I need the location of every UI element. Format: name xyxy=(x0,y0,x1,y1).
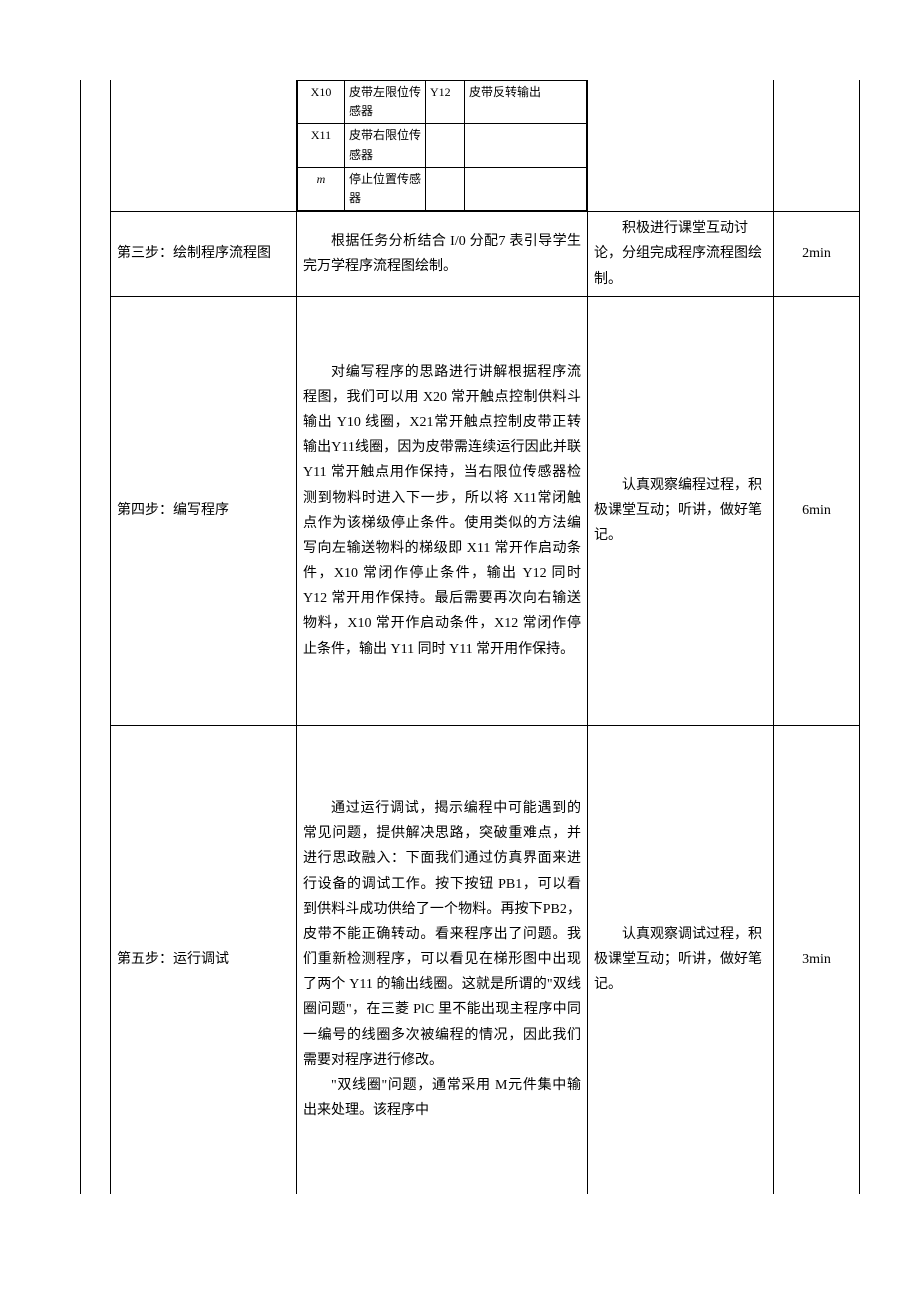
left-stub-cell xyxy=(81,212,111,297)
inner-desc-cell: 皮带左限位传感器 xyxy=(345,81,426,124)
step4-notes-cell: 认真观察编程过程，积极课堂互动；听讲，做好笔记。 xyxy=(588,296,774,725)
step4-title-cell: 第四步：编写程序 xyxy=(111,296,297,725)
inner-code2-cell: Y12 xyxy=(426,81,465,124)
left-stub-cell xyxy=(81,80,111,212)
step-cell-empty xyxy=(111,80,297,212)
inner-desc-cell: 皮带右限位传感器 xyxy=(345,124,426,167)
inner-row-2: m 停止位置传感器 xyxy=(298,167,587,210)
table-row: 第四步：编写程序 对编写程序的思路进行讲解根据程序流程图，我们可以用 X20 常… xyxy=(81,296,860,725)
step3-content-text: 根据任务分析结合 I/0 分配7 表引导学生完万学程序流程图绘制。 xyxy=(303,229,581,279)
time-cell-empty xyxy=(774,80,860,212)
inner-desc2-cell xyxy=(465,124,587,167)
inner-code2-cell xyxy=(426,167,465,210)
step4-time-cell: 6min xyxy=(774,296,860,725)
inner-desc2-cell: 皮带反转输出 xyxy=(465,81,587,124)
step3-notes-cell: 积极进行课堂互动讨论，分组完成程序流程图绘制。 xyxy=(588,212,774,297)
left-stub-cell xyxy=(81,296,111,725)
left-stub-cell xyxy=(81,725,111,1194)
step3-time-cell: 2min xyxy=(774,212,860,297)
step5-time-cell: 3min xyxy=(774,725,860,1194)
inner-desc2-cell xyxy=(465,167,587,210)
inner-code-cell: m xyxy=(298,167,345,210)
step5-notes-cell: 认真观察调试过程，积极课堂互动；听讲，做好笔记。 xyxy=(588,725,774,1194)
step4-content-cell: 对编写程序的思路进行讲解根据程序流程图，我们可以用 X20 常开触点控制供料斗输… xyxy=(297,296,588,725)
inner-code2-cell xyxy=(426,124,465,167)
step3-content-cell: 根据任务分析结合 I/0 分配7 表引导学生完万学程序流程图绘制。 xyxy=(297,212,588,297)
inner-code-cell: X11 xyxy=(298,124,345,167)
step3-title-cell: 第三步：绘制程序流程图 xyxy=(111,212,297,297)
step5-content-p2: "双线圈"问题，通常采用 M元件集中输出来处理。该程序中 xyxy=(303,1073,581,1123)
notes-cell-empty xyxy=(588,80,774,212)
inner-code-cell: X10 xyxy=(298,81,345,124)
inner-desc-cell: 停止位置传感器 xyxy=(345,167,426,210)
inner-row-0: X10 皮带左限位传感器 Y12 皮带反转输出 xyxy=(298,81,587,124)
io-inner-table: X10 皮带左限位传感器 Y12 皮带反转输出 X11 皮带右限位传感器 m 停… xyxy=(297,80,587,211)
inner-row-1: X11 皮带右限位传感器 xyxy=(298,124,587,167)
step5-content-p1: 通过运行调试，揭示编程中可能遇到的常见问题，提供解决思路，突破重难点，并进行思政… xyxy=(303,796,581,1073)
table-row: X10 皮带左限位传感器 Y12 皮带反转输出 X11 皮带右限位传感器 m 停… xyxy=(81,80,860,212)
step4-content-text: 对编写程序的思路进行讲解根据程序流程图，我们可以用 X20 常开触点控制供料斗输… xyxy=(303,360,581,662)
table-row: 第五步：运行调试 通过运行调试，揭示编程中可能遇到的常见问题，提供解决思路，突破… xyxy=(81,725,860,1194)
step5-title-cell: 第五步：运行调试 xyxy=(111,725,297,1194)
inner-table-cell: X10 皮带左限位传感器 Y12 皮带反转输出 X11 皮带右限位传感器 m 停… xyxy=(297,80,588,212)
table-row: 第三步：绘制程序流程图 根据任务分析结合 I/0 分配7 表引导学生完万学程序流… xyxy=(81,212,860,297)
lesson-plan-table: X10 皮带左限位传感器 Y12 皮带反转输出 X11 皮带右限位传感器 m 停… xyxy=(80,80,860,1194)
step5-content-cell: 通过运行调试，揭示编程中可能遇到的常见问题，提供解决思路，突破重难点，并进行思政… xyxy=(297,725,588,1194)
